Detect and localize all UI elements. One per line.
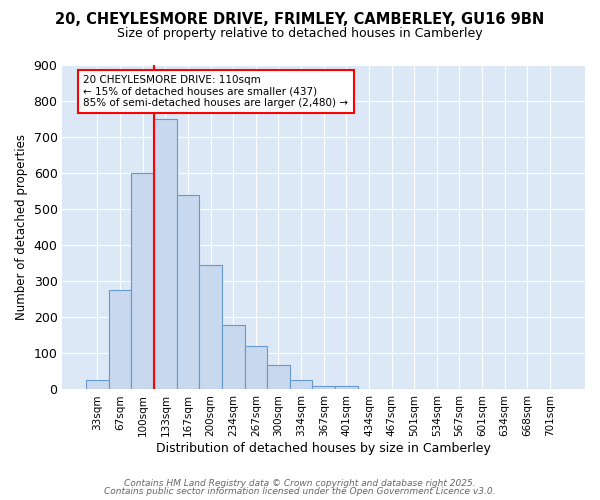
Bar (335, 386, 358, 390)
Bar (131, 173, 154, 390)
Bar (267, 366, 290, 390)
Bar (199, 265, 222, 390)
Bar (313, 386, 335, 390)
Text: 20 CHEYLESMORE DRIVE: 110sqm
← 15% of detached houses are smaller (437)
85% of s: 20 CHEYLESMORE DRIVE: 110sqm ← 15% of de… (83, 74, 349, 108)
X-axis label: Distribution of detached houses by size in Camberley: Distribution of detached houses by size … (156, 442, 491, 455)
Bar (154, 119, 176, 390)
Text: Contains public sector information licensed under the Open Government Licence v3: Contains public sector information licen… (104, 487, 496, 496)
Text: Size of property relative to detached houses in Camberley: Size of property relative to detached ho… (117, 28, 483, 40)
Text: Contains HM Land Registry data © Crown copyright and database right 2025.: Contains HM Land Registry data © Crown c… (124, 478, 476, 488)
Bar (290, 380, 313, 390)
Text: 20, CHEYLESMORE DRIVE, FRIMLEY, CAMBERLEY, GU16 9BN: 20, CHEYLESMORE DRIVE, FRIMLEY, CAMBERLE… (55, 12, 545, 28)
Bar (176, 195, 199, 390)
Bar (222, 326, 245, 390)
Bar (109, 290, 131, 390)
Bar (86, 380, 109, 390)
Y-axis label: Number of detached properties: Number of detached properties (15, 134, 28, 320)
Bar (245, 346, 267, 390)
